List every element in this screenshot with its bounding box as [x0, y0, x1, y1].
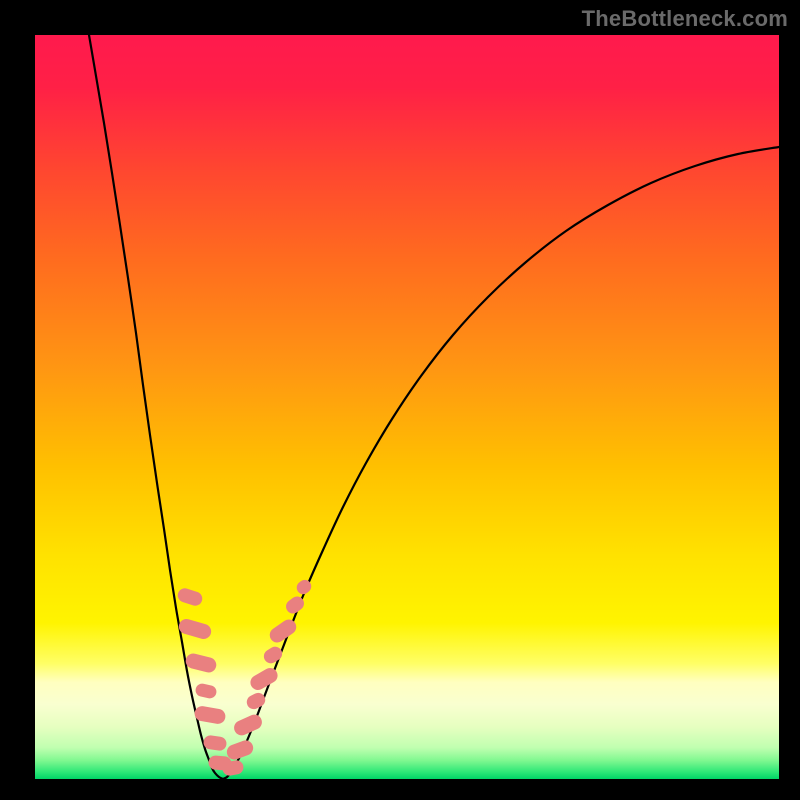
- curve-marker: [177, 587, 204, 607]
- curve-marker: [232, 713, 263, 737]
- curve-marker: [248, 666, 279, 692]
- curve-marker: [225, 739, 254, 761]
- curve-marker: [262, 645, 284, 666]
- curve-marker: [178, 618, 213, 640]
- curve-right: [223, 147, 779, 779]
- curve-marker: [245, 691, 267, 711]
- curve-marker: [185, 653, 217, 674]
- chart-outer-frame: TheBottleneck.com: [0, 0, 800, 800]
- watermark-text: TheBottleneck.com: [582, 6, 788, 32]
- chart-plot-area: [35, 35, 779, 779]
- curve-marker: [195, 683, 217, 699]
- chart-svg-layer: [35, 35, 779, 779]
- curve-marker: [203, 735, 227, 751]
